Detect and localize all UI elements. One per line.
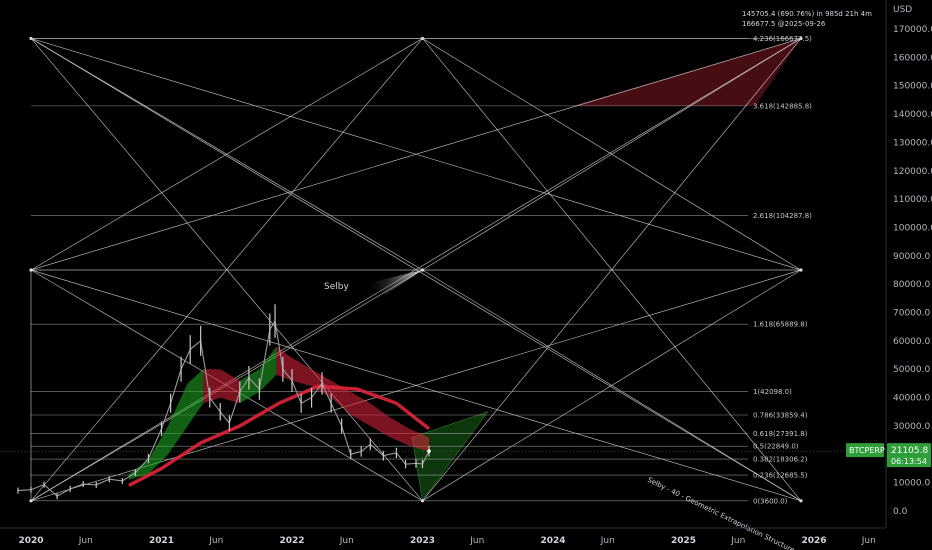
fib-label-4: 0.618(27391.8) <box>753 430 808 438</box>
y-tick-15: 150000.0 <box>893 82 932 92</box>
x-tick-3: Jun <box>208 536 223 546</box>
ribbon-segment-5 <box>220 369 240 404</box>
structure-line-13 <box>30 38 423 502</box>
fibonacci-levels: 0(3600.0) 0.236(12685.5) 0.382(18306.2) 0.5… <box>31 35 812 505</box>
target-note: 166677.5 @2025-09-26 <box>742 20 826 28</box>
fib-label-3: 0.5(22849.0) <box>753 443 799 451</box>
y-tick-1: 10000.0 <box>893 479 930 489</box>
last-price-text: 21105.8 <box>891 446 928 456</box>
structure-node-br <box>799 499 803 503</box>
y-tick-17: 170000.0 <box>893 25 932 35</box>
y-tick-7: 70000.0 <box>893 309 930 319</box>
y-tick-6: 60000.0 <box>893 337 930 347</box>
x-tick-5: Jun <box>339 536 354 546</box>
x-tick-6: 2023 <box>410 536 435 546</box>
structure-node-tr <box>799 36 803 41</box>
x-tick-1: Jun <box>78 536 93 546</box>
x-tick-13: Jun <box>861 536 876 546</box>
structure-line-15 <box>422 38 802 502</box>
fib-label-2: 0.382(18306.2) <box>753 456 808 464</box>
ribbon-segment-9 <box>292 357 312 387</box>
fib-label-7: 1.618(65889.8) <box>753 321 808 329</box>
fib-label-0: 0(3600.0) <box>753 497 788 505</box>
y-tick-11: 110000.0 <box>893 195 932 205</box>
y-axis-ticks: 0.010000.020000.030000.040000.050000.060… <box>893 25 932 517</box>
structure-line-17 <box>30 38 802 271</box>
x-tick-8: 2024 <box>540 536 565 546</box>
x-tick-12: 2026 <box>801 536 826 546</box>
selby-label: Selby <box>324 282 349 292</box>
last-price-dot <box>427 449 431 453</box>
x-tick-2: 2021 <box>149 536 174 546</box>
ribbon-segment-2 <box>168 383 188 455</box>
structure-node-ml <box>29 268 33 272</box>
ribbon-segment-6 <box>239 369 260 404</box>
last-price-badge: BTCPERP 21105.8 06:13:54 <box>846 443 931 468</box>
ribbon-segment-14 <box>389 417 410 446</box>
x-tick-9: Jun <box>600 536 615 546</box>
x-axis-ticks: 2020 Jun 2021 Jun 2022 Jun 2023 Jun 2024 Jun 2025 J… <box>18 536 875 546</box>
symbol-text: BTCPERP <box>849 446 885 455</box>
y-tick-3: 30000.0 <box>893 422 930 432</box>
y-tick-16: 160000.0 <box>893 53 932 63</box>
ribbon-segment-12 <box>350 391 371 426</box>
price-line <box>17 319 430 497</box>
structure-line-7 <box>422 38 802 271</box>
structure-line-5 <box>30 38 423 271</box>
countdown-text: 06:13:54 <box>891 457 927 466</box>
structure-line-21 <box>30 38 802 502</box>
structure-node-mr <box>799 268 803 272</box>
price-change-note: 145705.4 (690.76%) in 985d 21h 4m <box>742 10 872 18</box>
price-series <box>0 304 886 500</box>
fib-label-9: 3.618(142885.8) <box>753 102 812 110</box>
ribbon-segment-1 <box>148 425 169 475</box>
y-tick-0: 0.0 <box>893 507 908 517</box>
y-tick-13: 130000.0 <box>893 138 932 148</box>
moving-average-ribbon <box>128 346 431 488</box>
selby-wedge <box>363 270 423 295</box>
x-tick-10: 2025 <box>671 536 696 546</box>
long-ma-line <box>128 384 431 488</box>
x-tick-11: Jun <box>730 536 745 546</box>
y-tick-8: 80000.0 <box>893 280 930 290</box>
y-tick-5: 50000.0 <box>893 365 930 375</box>
fib-label-10: 4.236(166677.5) <box>753 35 812 43</box>
x-tick-4: 2022 <box>279 536 304 546</box>
ribbon-segment-4 <box>203 369 221 404</box>
y-tick-12: 120000.0 <box>893 167 932 177</box>
symbol-badge <box>846 443 884 458</box>
x-tick-7: Jun <box>469 536 484 546</box>
geometric-structure <box>29 36 803 503</box>
y-tick-14: 140000.0 <box>893 110 932 120</box>
ribbon-segment-13 <box>370 403 390 438</box>
fib-label-1: 0.236(12685.5) <box>753 472 808 480</box>
fib-label-8: 2.618(104287.8) <box>753 212 812 220</box>
fib-label-6: 1(42098.0) <box>753 388 792 396</box>
ribbon-segment-3 <box>187 369 204 426</box>
price-badge <box>887 443 931 468</box>
fib-label-5: 0.786(33859.4) <box>753 411 808 419</box>
y-tick-10: 100000.0 <box>893 223 932 233</box>
y-axis-unit: USD <box>893 5 912 15</box>
y-tick-4: 40000.0 <box>893 394 930 404</box>
x-tick-0: 2020 <box>18 536 43 546</box>
lower-target-zone <box>411 411 489 502</box>
structure-line-11 <box>422 269 802 502</box>
y-tick-9: 90000.0 <box>893 252 930 262</box>
ribbon-segment-15 <box>409 428 430 452</box>
ribbon-segment-7 <box>259 346 277 392</box>
